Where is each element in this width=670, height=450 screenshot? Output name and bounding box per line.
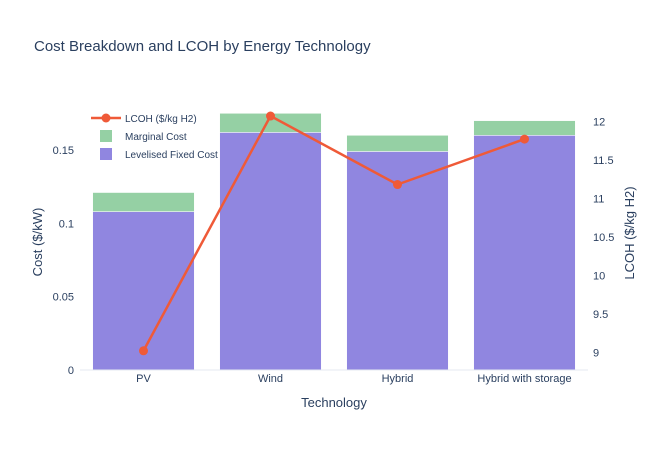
- bar-levelised-fixed-cost-3[interactable]: [473, 135, 576, 371]
- y2-tick-label: 12: [593, 116, 605, 128]
- y-tick-label: 0.1: [59, 218, 74, 230]
- bar-levelised-fixed-cost-0[interactable]: [92, 211, 195, 371]
- y2-tick-label: 10.5: [593, 232, 614, 244]
- legend-item[interactable]: Levelised Fixed Cost: [100, 148, 218, 161]
- lcoh-line[interactable]: [142, 114, 525, 352]
- bar-marginal-cost-3[interactable]: [473, 120, 576, 136]
- y2-tick-label: 10: [593, 270, 605, 282]
- y-axis-title: Cost ($/kW): [30, 208, 45, 277]
- lcoh-point-2[interactable]: [393, 180, 402, 190]
- lcoh-point-0[interactable]: [139, 346, 148, 356]
- legend-label: LCOH ($/kg H2): [125, 114, 197, 125]
- legend-bar-swatch: [100, 130, 112, 142]
- y-tick-label: 0: [68, 365, 74, 377]
- legend-bar-swatch: [100, 148, 112, 160]
- y-tick-label: 0.05: [53, 292, 74, 304]
- y2-axis-ticks: 9 9.5 10 10.5 11 11.5 12: [593, 116, 614, 359]
- plot-area: [92, 111, 576, 371]
- y-tick-label: 0.15: [53, 145, 74, 157]
- x-tick-label: Hybrid with storage: [477, 373, 571, 385]
- y2-tick-label: 9.5: [593, 309, 608, 321]
- legend-marker-swatch: [101, 113, 111, 123]
- y2-tick-label: 9: [593, 347, 599, 359]
- x-tick-label: Wind: [258, 373, 283, 385]
- y-axis-ticks: 0 0.05 0.1 0.15: [53, 145, 74, 377]
- legend-label: Marginal Cost: [125, 132, 187, 143]
- y2-axis-title: LCOH ($/kg H2): [622, 186, 637, 279]
- bar-levelised-fixed-cost-1[interactable]: [219, 132, 322, 371]
- lcoh-point-1[interactable]: [266, 111, 275, 121]
- legend-item[interactable]: LCOH ($/kg H2): [91, 113, 197, 126]
- legend-label: Levelised Fixed Cost: [125, 150, 218, 161]
- x-tick-label: Hybrid: [382, 373, 414, 385]
- chart-title: Cost Breakdown and LCOH by Energy Techno…: [34, 38, 371, 55]
- y2-tick-label: 11: [593, 193, 604, 205]
- lcoh-point-3[interactable]: [520, 134, 529, 144]
- legend-item[interactable]: Marginal Cost: [100, 130, 187, 143]
- x-axis-ticks: PV Wind Hybrid Hybrid with storage: [136, 373, 571, 385]
- y2-tick-label: 11.5: [593, 155, 614, 167]
- x-tick-label: PV: [136, 373, 151, 385]
- legend[interactable]: LCOH ($/kg H2) Marginal Cost Levelised Fix…: [91, 113, 218, 162]
- x-axis-title: Technology: [301, 395, 367, 410]
- bar-marginal-cost-0[interactable]: [92, 192, 195, 212]
- bar-marginal-cost-2[interactable]: [346, 135, 449, 152]
